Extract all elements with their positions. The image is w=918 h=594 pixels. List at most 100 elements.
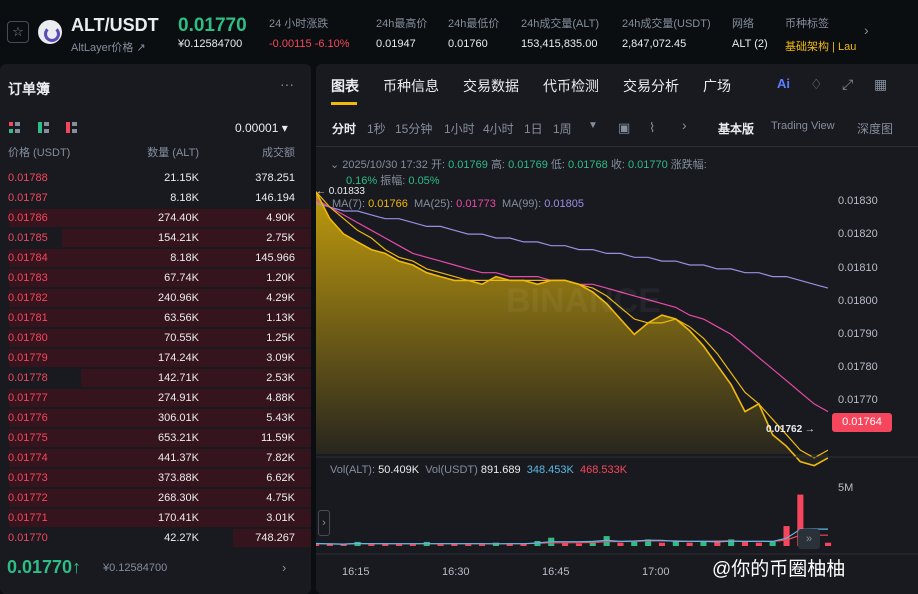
view-basic[interactable]: 基本版 (718, 122, 755, 136)
ask-row[interactable]: 0.01787 8.18K 146.194 (0, 188, 311, 208)
ask-row[interactable]: 0.01780 70.55K 1.25K (0, 328, 311, 348)
precision-select[interactable]: 0.00001 ▾ (235, 121, 288, 135)
volume-bar (534, 541, 541, 546)
volume-bar (672, 541, 679, 546)
pair-subtitle-link[interactable]: AltLayer价格 ↗ (71, 42, 146, 54)
interval-time-share[interactable]: 分时 (332, 122, 357, 136)
scroll-to-latest-button[interactable]: » (798, 529, 820, 549)
ask-row[interactable]: 0.01777 274.91K 4.88K (0, 388, 311, 408)
stat-label-low: 24h最低价 (448, 18, 500, 30)
ask-price: 0.01775 (8, 432, 48, 444)
ask-price: 0.01772 (8, 492, 48, 504)
volume-bar (645, 539, 652, 546)
ask-row[interactable]: 0.01785 154.21K 2.75K (0, 228, 311, 248)
stat-value-high: 0.01947 (376, 38, 416, 50)
interval-1w[interactable]: 1周 (553, 122, 572, 136)
ask-row[interactable]: 0.01773 373.88K 6.62K (0, 468, 311, 488)
volume-bar (575, 543, 582, 546)
ask-total: 2.75K (266, 232, 295, 244)
ask-row[interactable]: 0.01774 441.37K 7.82K (0, 448, 311, 468)
ai-icon[interactable]: Ai (777, 76, 790, 91)
tab-trade-analysis[interactable]: 交易分析 (623, 78, 679, 94)
ask-price: 0.01787 (8, 192, 48, 204)
tab-coin-info[interactable]: 币种信息 (383, 78, 439, 94)
stat-label-vol-alt: 24h成交量(ALT) (521, 18, 600, 30)
ask-row[interactable]: 0.01782 240.96K 4.29K (0, 288, 311, 308)
ask-row[interactable]: 0.01784 8.18K 145.966 (0, 248, 311, 268)
orderbook-both-icon[interactable] (9, 122, 20, 133)
depth-bar (9, 509, 311, 527)
star-icon[interactable]: ☆ (7, 21, 29, 43)
altlayer-logo (38, 20, 62, 44)
volume-bar (741, 541, 748, 546)
ask-total: 4.90K (266, 212, 295, 224)
ask-row[interactable]: 0.01788 21.15K 378.251 (0, 168, 311, 188)
ask-total: 4.75K (266, 492, 295, 504)
ask-row[interactable]: 0.01778 142.71K 2.53K (0, 368, 311, 388)
pair-title[interactable]: ALT/USDT (71, 15, 159, 35)
current-price-fiat: ¥0.12584700 (103, 562, 168, 574)
interval-4h[interactable]: 4小时 (483, 122, 514, 136)
layout-grid-icon[interactable]: ▦ (874, 76, 888, 92)
ask-row[interactable]: 0.01786 274.40K 4.90K (0, 208, 311, 228)
ask-price: 0.01774 (8, 452, 48, 464)
ask-row[interactable]: 0.01772 268.30K 4.75K (0, 488, 311, 508)
more-icon[interactable]: ··· (280, 76, 294, 92)
orderbook-bids-icon[interactable] (38, 122, 49, 133)
volume-bar (396, 544, 403, 546)
ask-total: 748.267 (255, 532, 295, 544)
view-depth[interactable]: 深度图 (857, 122, 894, 136)
interval-1h[interactable]: 1小时 (444, 122, 475, 136)
interval-1d[interactable]: 1日 (524, 122, 543, 136)
tab-chart[interactable]: 图表 (331, 78, 359, 94)
chevron-right-icon[interactable]: › (282, 560, 287, 575)
tab-trading-data[interactable]: 交易数据 (463, 78, 519, 94)
ask-price: 0.01781 (8, 312, 48, 324)
indicator-icon[interactable]: ⌇ (649, 120, 656, 135)
depth-bar (9, 269, 311, 287)
chevron-right-icon[interactable]: › (682, 117, 687, 133)
interval-15m[interactable]: 15分钟 (395, 122, 433, 136)
ask-row[interactable]: 0.01776 306.01K 5.43K (0, 408, 311, 428)
interval-dropdown-icon[interactable]: ▼ (588, 120, 598, 131)
depth-bar (9, 489, 311, 507)
ask-row[interactable]: 0.01770 42.27K 748.267 (0, 528, 311, 548)
ask-qty: 8.18K (170, 252, 199, 264)
scroll-left-button[interactable]: › (318, 510, 330, 536)
stat-value-network[interactable]: ALT (2) (732, 38, 768, 50)
bell-icon[interactable]: ♢ (810, 76, 823, 92)
ask-row[interactable]: 0.01775 653.21K 11.59K (0, 428, 311, 448)
ask-total: 2.53K (266, 372, 295, 384)
ask-qty: 240.96K (158, 292, 199, 304)
ask-row[interactable]: 0.01779 174.24K 3.09K (0, 348, 311, 368)
x-tick: 16:15 (342, 566, 370, 578)
volume-bar (783, 526, 790, 546)
calendar-icon[interactable]: ▣ (618, 120, 631, 135)
depth-bar (9, 209, 311, 227)
depth-bar (9, 449, 311, 467)
y-tick: 0.01810 (838, 262, 878, 274)
tab-token-check[interactable]: 代币检测 (543, 78, 599, 94)
ask-price: 0.01776 (8, 412, 48, 424)
chevron-right-icon[interactable]: › (864, 22, 869, 38)
volume-bar (728, 539, 735, 546)
orderbook-asks-icon[interactable] (66, 122, 77, 133)
chevron-down-icon[interactable]: ⌄ (330, 159, 343, 171)
last-price: 0.01770 (178, 15, 247, 36)
ask-total: 145.966 (255, 252, 295, 264)
stat-value-tags[interactable]: 基础架构 | Lau (785, 41, 857, 53)
view-tradingview[interactable]: Trading View (771, 120, 835, 132)
ask-row[interactable]: 0.01771 170.41K 3.01K (0, 508, 311, 528)
volume-readout: Vol(ALT): 50.409K Vol(USDT) 891.689 348.… (330, 464, 628, 476)
ask-row[interactable]: 0.01781 63.56K 1.13K (0, 308, 311, 328)
volume-bar (631, 541, 638, 546)
x-tick: 16:45 (542, 566, 570, 578)
ask-row[interactable]: 0.01783 67.74K 1.20K (0, 268, 311, 288)
interval-1s[interactable]: 1秒 (367, 122, 386, 136)
active-tab-indicator (331, 102, 357, 105)
chart-panel: 图表 币种信息 交易数据 代币检测 交易分析 广场 Ai ♢ ⤢ ▦ 分时 1秒… (316, 64, 918, 594)
ask-qty: 274.91K (158, 392, 199, 404)
price-area-fill (316, 191, 828, 466)
tab-square[interactable]: 广场 (703, 78, 731, 94)
expand-icon[interactable]: ⤢ (842, 76, 854, 92)
